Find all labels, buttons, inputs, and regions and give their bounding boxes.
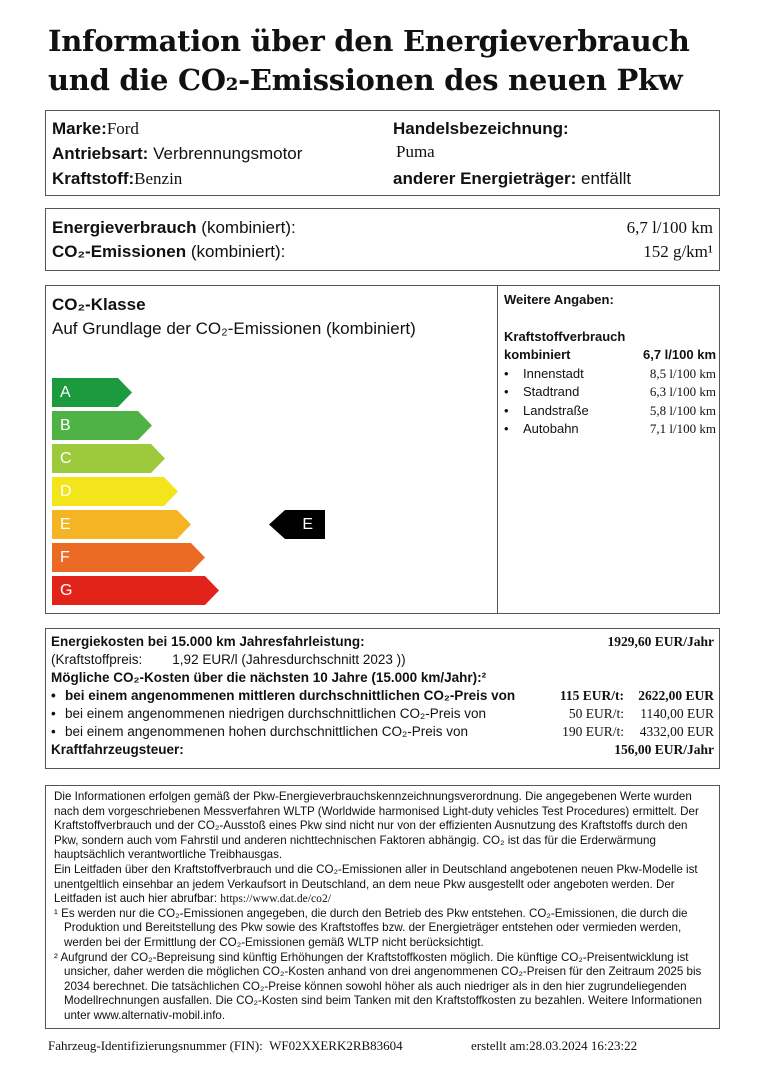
footnote-2: ² Aufgrund der CO₂-Bepreisung sind künft… — [54, 950, 703, 1022]
steuer-label: Kraftfahrzeugsteuer: — [51, 742, 184, 757]
co2-kosten-heading: Mögliche CO₂-Kosten über die nächsten 10… — [51, 670, 487, 685]
divider — [497, 286, 498, 613]
co2-class-bar-c: C — [52, 444, 165, 473]
energie-label: Energieverbrauch — [52, 218, 197, 237]
co2-value: 152 g/km¹ — [643, 242, 713, 261]
co2-cost-price: 115 EUR/t: — [559, 688, 624, 703]
marke-value: Ford — [106, 119, 139, 138]
footer: Fahrzeug-Identifizierungsnummer (FIN): W… — [45, 1037, 720, 1055]
anderer-value: entfällt — [581, 169, 632, 188]
co2-cost-value: 2622,00 EUR — [638, 688, 714, 703]
energie-suffix: (kombiniert): — [201, 218, 296, 237]
co2-cost-text: bei einem angenommenen niedrigen durchsc… — [65, 706, 486, 721]
consumption-row-value: 5,8 l/100 km — [649, 402, 716, 418]
note-paragraph-1: Die Informationen erfolgen gemäß der Pkw… — [54, 790, 699, 862]
weitere-title: Weitere Angaben: — [504, 292, 614, 307]
kombiniert-row: kombiniert 6,7 l/100 km — [504, 346, 716, 365]
co2-cost-row: • bei einem angenommenen hohen durchschni… — [51, 724, 714, 739]
steuer-value: 156,00 EUR/Jahr — [614, 742, 714, 757]
consumption-row-label: • Autobahn — [504, 421, 579, 436]
consumption-row-value: 7,1 l/100 km — [649, 421, 716, 436]
weitere-heading: Kraftstoffverbrauch — [504, 328, 626, 344]
co2-suffix: (kombiniert): — [190, 242, 286, 261]
energiekosten-value: 1929,60 EUR/Jahr — [607, 634, 714, 649]
co2-cost-row: • bei einem angenommenen niedrigen durchs… — [51, 706, 714, 721]
co2-cost-text: bei einem angenommenen mittleren durchsc… — [65, 688, 516, 703]
erstellt: erstellt am:28.03.2024 16:23:22 — [471, 1037, 637, 1055]
kombiniert-label: kombiniert — [504, 347, 571, 362]
current-class-indicator: E — [269, 510, 325, 539]
marke-label: Marke: — [52, 119, 107, 138]
co2-class-bar-a: A — [52, 378, 132, 407]
title-line-1: Information über den Energieverbrauch — [48, 24, 690, 58]
fin-value: WF02XXERK2RB83604 — [269, 1037, 403, 1053]
erstellt-value: 28.03.2024 16:23:22 — [529, 1037, 638, 1053]
antrieb-value: Verbrennungsmotor — [153, 144, 303, 163]
energiekosten-label: Energiekosten bei 15.000 km Jahresfahrle… — [51, 634, 365, 649]
consumption-row-label: • Stadtrand — [504, 384, 580, 399]
co2-class-bar-b: B — [52, 411, 152, 440]
page-title: Information über den Energieverbrauch un… — [48, 22, 690, 100]
consumption-row: • Innenstadt 8,5 l/100 km — [504, 365, 716, 384]
kraftstoff-label: Kraftstoff: — [52, 169, 135, 188]
kombiniert-value: 6,7 l/100 km — [643, 347, 716, 362]
co2-class-box: CO₂-Klasse Auf Grundlage der CO₂-Emissio… — [45, 285, 720, 614]
note-paragraph-2: Ein Leitfaden über den Kraftstoffverbrau… — [54, 862, 698, 906]
consumption-row-value: 6,3 l/100 km — [649, 384, 716, 399]
anderer-label: anderer Energieträger: — [393, 169, 577, 188]
vehicle-info-box: Marke:Ford Antriebsart: Verbrennungsmoto… — [45, 110, 720, 196]
consumption-row-label: • Innenstadt — [504, 365, 584, 381]
co2-cost-price: 50 EUR/t: — [568, 706, 624, 721]
consumption-row-value: 8,5 l/100 km — [649, 365, 716, 381]
co2-cost-row: • bei einem angenommenen mittleren durchs… — [51, 688, 714, 703]
energie-value: 6,7 l/100 km — [626, 218, 713, 237]
co2-class-title: CO₂-Klasse — [52, 295, 146, 314]
co2-class-bar-f: F — [52, 543, 205, 572]
co2-class-bar-e: E — [52, 510, 191, 539]
fin: Fahrzeug-Identifizierungsnummer (FIN): W… — [48, 1037, 403, 1055]
costs-box: Energiekosten bei 15.000 km Jahresfahrle… — [45, 628, 720, 769]
co2-class-bar-d: D — [52, 477, 178, 506]
notes-box: Die Informationen erfolgen gemäß der Pkw… — [45, 785, 720, 1029]
handel-value: Puma — [396, 142, 435, 161]
consumption-row: • Autobahn 7,1 l/100 km — [504, 420, 716, 439]
footnote-1: ¹ Es werden nur die CO₂-Emissionen angeg… — [54, 906, 688, 949]
handel-label: Handelsbezeichnung: — [393, 119, 569, 138]
consumption-row: • Landstraße 5,8 l/100 km — [504, 402, 716, 421]
co2-label: CO₂-Emissionen — [52, 242, 187, 261]
preis-value: 1,92 EUR/l (Jahresdurchschnitt 2023 )) — [172, 652, 406, 667]
co2-cost-text: bei einem angenommenen hohen durchschnit… — [65, 724, 468, 739]
co2-cost-price: 190 EUR/t: — [562, 724, 624, 739]
title-line-2: und die CO₂-Emissionen des neuen Pkw — [48, 63, 683, 97]
lower-section: Die Informationen erfolgen gemäß der Pkw… — [45, 785, 720, 1055]
co2-class-bar-g: G — [52, 576, 219, 605]
erstellt-label: erstellt am: — [471, 1037, 530, 1053]
consumption-row: • Stadtrand 6,3 l/100 km — [504, 383, 716, 402]
consumption-row-label: • Landstraße — [504, 402, 589, 418]
co2-cost-value: 4332,00 EUR — [639, 724, 714, 739]
consumption-box: Energieverbrauch (kombiniert): 6,7 l/100… — [45, 208, 720, 271]
kraftstoff-value: Benzin — [134, 169, 183, 188]
antrieb-label: Antriebsart: — [52, 144, 149, 163]
preis-label: (Kraftstoffpreis: — [51, 652, 143, 667]
leitfaden-link[interactable]: https://www.dat.de/co2/ — [220, 892, 331, 906]
co2-class-subtitle: Auf Grundlage der CO₂-Emissionen (kombin… — [52, 319, 416, 338]
co2-cost-value: 1140,00 EUR — [640, 706, 714, 721]
fin-label: Fahrzeug-Identifizierungsnummer (FIN): — [48, 1037, 263, 1053]
